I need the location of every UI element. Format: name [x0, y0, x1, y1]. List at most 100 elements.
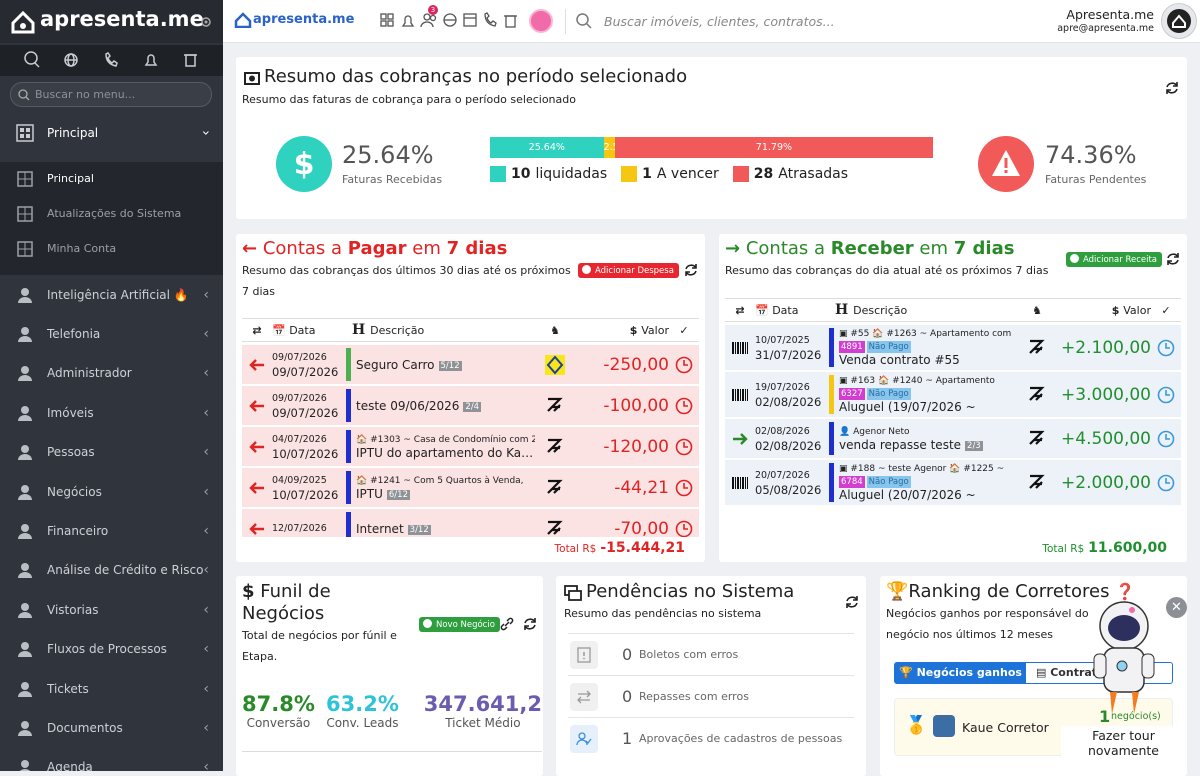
row-status[interactable]	[1151, 339, 1181, 357]
refresh-button[interactable]	[1164, 80, 1180, 96]
icon	[547, 438, 563, 453]
menu-item[interactable]: Negócios ‹	[0, 472, 223, 511]
date-issue: 19/07/2026	[755, 381, 810, 393]
table-row[interactable]: 02/08/2026 02/08/2026 👤 Agenor Neto venda r…	[725, 419, 1181, 458]
row-status[interactable]	[1151, 386, 1181, 404]
col-value: $ Valor	[1057, 304, 1151, 317]
menu-section[interactable]: Principal ‹	[0, 113, 223, 152]
status-segment: 71.79%	[614, 137, 933, 158]
menu-item[interactable]: Administrador ‹	[0, 354, 223, 393]
amount: +2.100,00	[1061, 337, 1151, 358]
code-tag: 4891	[839, 341, 865, 353]
menu-search[interactable]: Buscar no menu...	[10, 82, 212, 107]
settings-icon[interactable]	[201, 17, 211, 27]
table-row[interactable]: 04/09/2025 10/07/2026 🏠 #1241 ~ Com 5 Quar…	[242, 468, 699, 507]
icon	[545, 354, 565, 375]
menu-item[interactable]: Imóveis ‹	[0, 393, 223, 432]
funnel-stats: 87.8% Conversão 63.2% Conv. Leads 347.641,2 T…	[242, 692, 542, 752]
table-row[interactable]: 09/07/2026 09/07/2026 Seguro Carro 5/12 -250…	[242, 345, 699, 384]
title-period: 7 dias	[953, 238, 1015, 259]
row-main: Aluguel (19/07/2026 ~	[839, 400, 1017, 414]
new-deal-button[interactable]: Novo Negócio	[419, 617, 500, 632]
menu-item[interactable]: Tickets ‹	[0, 669, 223, 708]
table-row[interactable]: 19/07/2026 02/08/2026 ▣ #163 🏠 #1240 ~ Apa…	[725, 372, 1181, 417]
date-due: 02/08/2026	[755, 438, 822, 453]
reference: #1263 ~ Apartamento com	[886, 329, 1012, 339]
received-label: Faturas Recebidas	[342, 173, 443, 186]
menu-item[interactable]: Telefonia ‹	[0, 314, 223, 353]
menu-item[interactable]: Fluxos de Processos ‹	[0, 630, 223, 669]
row-icon	[242, 397, 272, 415]
row-dates: 09/07/2026 09/07/2026	[272, 351, 344, 379]
pending-item[interactable]: 1 Aprovações de cadastros de pessoas	[568, 717, 854, 759]
ranking-subtitle: Negócios ganhos por responsável do negóc…	[886, 607, 1089, 641]
row-status[interactable]	[669, 438, 699, 456]
menu-label: Principal	[47, 172, 94, 185]
submenu-item[interactable]: Atualizações do Sistema	[0, 194, 223, 233]
date-issue: 10/07/2025	[755, 334, 810, 346]
icon	[732, 388, 748, 401]
row-status[interactable]	[1151, 430, 1181, 448]
total-label: Total R$	[554, 543, 597, 555]
row-status[interactable]	[669, 520, 699, 538]
topbar: apresenta.me 3 Buscar imóveis, clientes,…	[223, 0, 1200, 43]
trophy-icon: 🏆	[886, 581, 909, 602]
menu-label: Tickets	[47, 681, 89, 696]
status-bar	[346, 430, 351, 463]
row-tags: 6784 Não Pago	[839, 475, 1017, 488]
menu-item[interactable]: Agenda ‹	[0, 748, 223, 771]
menu-item[interactable]: Vistorias ‹	[0, 590, 223, 629]
menu-item[interactable]: Análise de Crédito e Risco ‹	[0, 551, 223, 590]
row-status[interactable]	[669, 356, 699, 374]
row-main: Venda contrato #55	[839, 353, 1017, 367]
user-avatar[interactable]	[1161, 3, 1197, 39]
refresh-button[interactable]	[522, 616, 538, 632]
table-row[interactable]: 04/07/2026 10/07/2026 🏠 #1303 ~ Casa de Co…	[242, 427, 699, 466]
received-icon: $	[276, 136, 332, 192]
table-row[interactable]: 12/07/2026 Internet 3/12 -70,00	[242, 509, 699, 537]
table-row[interactable]: 09/07/2026 09/07/2026 teste 09/06/2026 2/4 -…	[242, 386, 699, 425]
menu-item[interactable]: Inteligência Artificial 🔥 ‹	[0, 275, 223, 314]
topbar-brand: apresenta.me	[253, 12, 355, 27]
submenu-item[interactable]: Minha Conta	[0, 229, 223, 268]
row-status[interactable]	[669, 397, 699, 415]
pending-item[interactable]: 0 Boletos com erros	[568, 633, 854, 675]
tour-mascot[interactable]	[1086, 596, 1166, 731]
icon	[1029, 386, 1045, 401]
tour-close-button[interactable]: ✕	[1166, 597, 1187, 618]
ranking-title: 🏆Ranking de Corretores ❓	[886, 581, 1135, 602]
pending-icon	[978, 136, 1034, 192]
row-status[interactable]	[1151, 474, 1181, 492]
payables-title: ← Contas a Pagar em 7 dias	[242, 238, 507, 259]
segment-label: 25.64%	[528, 142, 565, 153]
menu-item[interactable]: Documentos ‹	[0, 708, 223, 747]
add-income-button[interactable]: Adicionar Receita	[1066, 252, 1163, 267]
tour-label[interactable]: Fazer tour novamente	[1061, 726, 1186, 760]
global-search-placeholder[interactable]: Buscar imóveis, clientes, contratos...	[604, 14, 835, 29]
icon	[1029, 339, 1045, 354]
refresh-button[interactable]	[683, 262, 699, 278]
table-row[interactable]: 10/07/2025 31/07/2026 ▣ #55 🏠 #1263 ~ Apar…	[725, 325, 1181, 370]
refresh-button[interactable]	[1165, 251, 1181, 267]
help-icon[interactable]: ❓	[1115, 582, 1136, 601]
add-expense-button[interactable]: Adicionar Despesa	[578, 263, 679, 278]
pending-item[interactable]: 0 Repasses com erros	[568, 675, 854, 717]
icon	[18, 642, 32, 658]
date-due: 09/07/2026	[272, 364, 339, 379]
table-total: Total R$ -15.444,21	[555, 540, 685, 556]
submenu-item[interactable]: Principal	[0, 159, 223, 198]
row-reference: 👤 Agenor Neto	[839, 426, 910, 437]
pending-icon	[564, 585, 582, 601]
menu-item[interactable]: Pessoas ‹	[0, 433, 223, 472]
link-button[interactable]	[500, 617, 514, 631]
stat-value: 87.8%	[242, 692, 315, 716]
broker-name: Kaue Corretor	[962, 720, 1049, 735]
table-row[interactable]: 20/07/2026 05/08/2026 ▣ #188 ~ teste Ageno…	[725, 460, 1181, 505]
row-status[interactable]	[669, 479, 699, 497]
tab-active[interactable]: 🏆 Negócios ganhos	[895, 663, 1026, 683]
icon	[17, 170, 33, 187]
refresh-button[interactable]	[844, 594, 860, 610]
menu-item[interactable]: Financeiro ‹	[0, 511, 223, 550]
sort-icon: ⇄	[735, 303, 745, 317]
